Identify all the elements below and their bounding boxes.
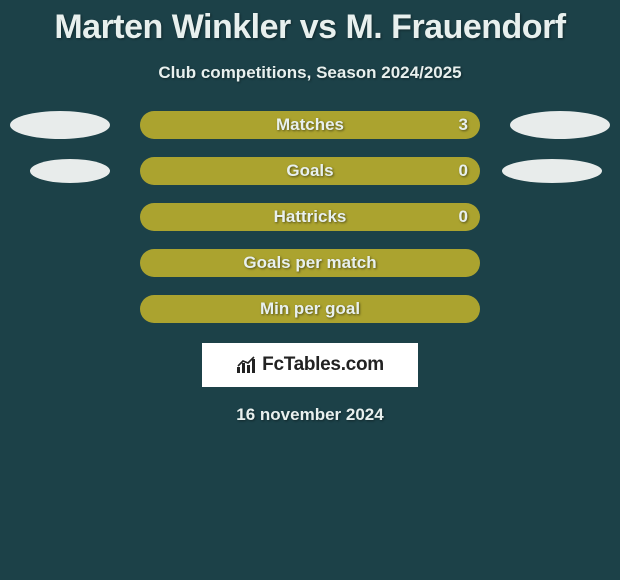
stat-bar: Hattricks 0: [140, 203, 480, 231]
stat-value-right: 0: [459, 207, 468, 227]
stat-row: Min per goal: [0, 295, 620, 323]
stat-bar: Goals 0: [140, 157, 480, 185]
stat-label: Matches: [276, 115, 344, 135]
logo-text: FcTables.com: [262, 354, 384, 376]
left-value-ellipse: [10, 111, 110, 139]
stat-row: Goals per match: [0, 249, 620, 277]
logo-box: FcTables.com: [202, 343, 418, 387]
stat-label: Hattricks: [274, 207, 347, 227]
right-value-ellipse: [502, 159, 602, 183]
page-subtitle: Club competitions, Season 2024/2025: [0, 63, 620, 83]
chart-icon: [236, 356, 258, 374]
stat-row: Goals 0: [0, 157, 620, 185]
stat-label: Goals: [286, 161, 333, 181]
stat-label: Goals per match: [243, 253, 376, 273]
left-value-ellipse: [30, 159, 110, 183]
stat-bar: Matches 3: [140, 111, 480, 139]
stat-row: Hattricks 0: [0, 203, 620, 231]
stat-label: Min per goal: [260, 299, 360, 319]
stat-bar: Min per goal: [140, 295, 480, 323]
stat-rows: Matches 3 Goals 0 Hattricks 0 Goals per …: [0, 111, 620, 323]
right-value-ellipse: [510, 111, 610, 139]
stat-value-right: 0: [459, 161, 468, 181]
page-title: Marten Winkler vs M. Frauendorf: [0, 0, 620, 47]
stat-bar: Goals per match: [140, 249, 480, 277]
stat-value-right: 3: [459, 115, 468, 135]
stat-row: Matches 3: [0, 111, 620, 139]
footer-date: 16 november 2024: [0, 405, 620, 425]
